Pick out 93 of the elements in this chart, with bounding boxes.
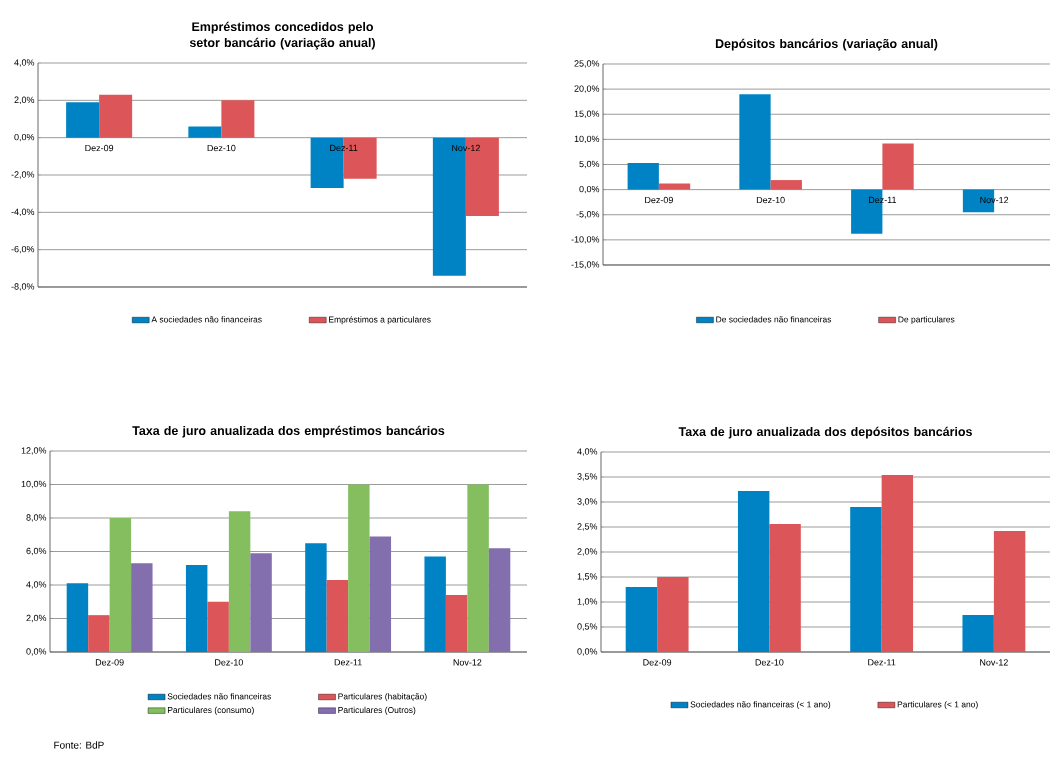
y-tick-label: -2,0% <box>11 171 35 179</box>
bar <box>658 183 691 190</box>
y-tick-label: -10,0% <box>571 236 600 244</box>
x-tick-label: Dez-10 <box>207 144 236 152</box>
y-tick-label: 3,0% <box>577 498 598 506</box>
legend-label: Empréstimos a particulares <box>329 316 431 325</box>
x-tick-label: Dez-09 <box>643 659 672 666</box>
bar <box>881 475 914 652</box>
y-tick-label: 4,0% <box>26 581 47 589</box>
bar <box>109 518 132 652</box>
y-tick-label: 4,0% <box>577 448 598 456</box>
y-tick-label: 0,0% <box>579 185 600 194</box>
bar <box>993 531 1026 652</box>
x-tick-label: Dez-10 <box>215 659 243 666</box>
bar <box>66 102 100 138</box>
x-tick-label: Dez-10 <box>755 659 784 666</box>
y-tick-label: 0,0% <box>14 133 35 142</box>
bar <box>445 595 468 652</box>
y-tick-label: 0,0% <box>26 648 47 656</box>
y-tick-label: 2,5% <box>577 523 598 531</box>
y-tick-label: 0,0% <box>577 648 598 656</box>
x-tick-label: Dez-09 <box>645 196 673 204</box>
legend-label: Particulares (Outros) <box>338 706 416 715</box>
chart-title: Taxa de juro anualizada dos depósitos bancários <box>678 426 972 439</box>
y-tick-label: 5,0% <box>579 160 600 169</box>
x-tick-label: Dez-11 <box>868 659 896 666</box>
bar <box>657 577 689 652</box>
y-tick-label: 2,0% <box>14 96 35 105</box>
y-tick-label: 4,0% <box>14 59 35 67</box>
y-tick-label: 12,0% <box>21 447 47 455</box>
chart-title: Taxa de juro anualizada dos empréstimos bancários <box>132 425 445 438</box>
y-tick-label: 0,5% <box>577 623 598 631</box>
bar <box>850 507 882 652</box>
x-tick-label: Nov-12 <box>980 659 1008 666</box>
bar <box>627 162 659 190</box>
y-tick-label: 15,0% <box>574 110 600 118</box>
bar <box>488 548 511 652</box>
y-tick-label: -15,0% <box>571 261 600 269</box>
legend-label: Sociedades não financeiras <box>167 693 271 700</box>
bar <box>369 536 392 652</box>
bar <box>207 601 229 652</box>
y-tick-label: 1,5% <box>577 573 598 581</box>
legend-label: A sociedades não financeiras <box>151 316 262 323</box>
x-tick-label: Nov-12 <box>452 144 480 152</box>
y-tick-label: 10,0% <box>574 135 600 144</box>
bar <box>185 564 208 652</box>
legend-label: Particulares (habitação) <box>338 693 427 702</box>
legend-label: Particulares (< 1 ano) <box>897 701 978 710</box>
x-tick-label: Dez-09 <box>85 144 114 152</box>
bar <box>739 94 771 190</box>
y-tick-label: 25,0% <box>574 60 600 68</box>
bar <box>769 524 801 652</box>
bar <box>88 615 110 652</box>
x-tick-label: Nov-12 <box>453 659 482 666</box>
bar <box>625 587 658 652</box>
bar <box>305 543 327 652</box>
chart-title: Depósitos bancários (variação anual) <box>715 38 938 51</box>
bar <box>962 615 994 652</box>
bar <box>882 143 914 190</box>
bar <box>221 100 255 138</box>
legend-label: Sociedades não financeiras (< 1 ano) <box>690 701 831 710</box>
bar <box>131 563 153 652</box>
bar <box>737 491 770 652</box>
bar <box>188 126 222 138</box>
y-tick-label: 2,0% <box>26 614 47 623</box>
bar <box>770 180 802 190</box>
bar <box>326 579 349 652</box>
y-tick-label: -8,0% <box>11 283 35 291</box>
legend-label: Particulares (consumo) <box>167 706 254 715</box>
bar <box>467 484 489 652</box>
chart-title: Empréstimos concedidos pelo setor bancário (variação anual) <box>189 21 375 50</box>
y-tick-label: 20,0% <box>574 85 600 93</box>
bar <box>66 583 89 652</box>
y-tick-label: 1,0% <box>577 598 598 606</box>
y-tick-label: 8,0% <box>26 514 47 522</box>
y-tick-label: 6,0% <box>26 547 47 556</box>
legend-label: De particulares <box>898 316 955 325</box>
y-tick-label: 10,0% <box>21 480 47 489</box>
y-tick-label: -6,0% <box>11 245 35 254</box>
x-tick-label: Dez-10 <box>756 196 785 204</box>
bar <box>228 511 251 652</box>
source-note: Fonte: BdP <box>54 741 104 749</box>
y-tick-label: -5,0% <box>576 211 600 219</box>
bar <box>424 556 446 652</box>
bar <box>250 553 272 652</box>
y-tick-label: 3,5% <box>577 473 598 481</box>
bar <box>99 94 133 138</box>
x-tick-label: Dez-09 <box>95 659 124 666</box>
y-tick-label: 2,0% <box>577 548 598 556</box>
x-tick-label: Dez-11 <box>334 659 362 666</box>
y-tick-label: -4,0% <box>11 208 35 217</box>
bar <box>348 484 370 652</box>
legend-label: De sociedades não financeiras <box>716 316 832 323</box>
